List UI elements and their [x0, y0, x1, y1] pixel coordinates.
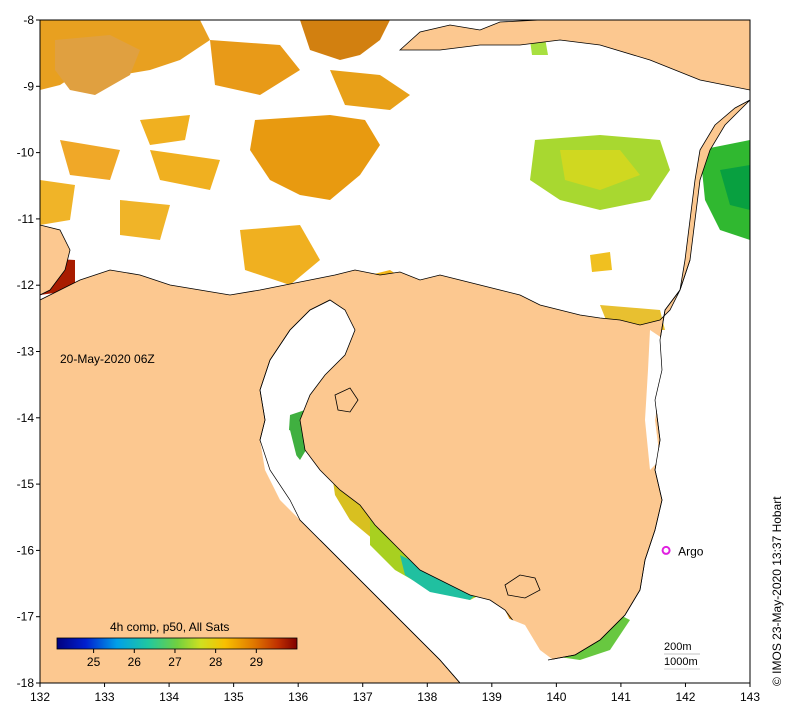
x-tick-label: 133: [95, 690, 115, 704]
colorbar-tick-label: 28: [209, 655, 223, 669]
x-axis: 132 133 134 135 136 137 138 139 140 141 142 143: [30, 683, 760, 704]
argo-marker: Argo: [661, 544, 704, 558]
x-tick-label: 135: [224, 690, 244, 704]
colorbar-tick-label: 25: [87, 655, 101, 669]
x-tick-label: 136: [288, 690, 308, 704]
coastline: [259, 259, 691, 683]
depth-200m-label: 200m: [664, 641, 692, 653]
depth-legend: 200m 1000m: [664, 641, 700, 670]
argo-marker-dot: [661, 545, 671, 555]
x-tick-label: 139: [482, 690, 502, 704]
y-axis: -8 -9 -10 -11 -12 -13 -14 -15 -16 -17 -18: [17, 13, 40, 690]
x-tick-label: 141: [611, 690, 631, 704]
y-tick-label: -13: [17, 345, 35, 359]
x-tick-label: 137: [353, 690, 373, 704]
colorbar-tick-label: 29: [250, 655, 264, 669]
credit-label: © IMOS 23-May-2020 13:37 Hobart: [770, 496, 784, 686]
colorbar-tick-label: 26: [128, 655, 142, 669]
colorbar-tick-label: 27: [168, 655, 182, 669]
y-tick-label: -14: [17, 411, 35, 425]
x-tick-label: 143: [740, 690, 760, 704]
y-tick-label: -17: [17, 610, 35, 624]
y-tick-label: -8: [23, 13, 34, 27]
sst-northeast-patches: [530, 38, 750, 330]
depth-1000m-label: 1000m: [664, 656, 698, 668]
y-tick-label: -9: [23, 79, 34, 93]
colorbar-ticks: 25 26 27 28 29: [87, 649, 263, 669]
timestamp-label: 20-May-2020 06Z: [60, 352, 155, 366]
colorbar: 4h comp, p50, All Sats 25 26 27 28 29: [56, 620, 298, 669]
x-tick-label: 134: [159, 690, 179, 704]
y-tick-label: -10: [17, 146, 35, 160]
colorbar-gradient: [56, 637, 298, 650]
y-tick-label: -16: [17, 543, 35, 557]
y-tick-label: -18: [17, 676, 35, 690]
colorbar-title: 4h comp, p50, All Sats: [110, 620, 229, 634]
x-tick-label: 140: [546, 690, 566, 704]
y-tick-label: -11: [18, 212, 35, 226]
x-tick-label: 132: [30, 690, 50, 704]
argo-label: Argo: [678, 544, 704, 558]
x-tick-label: 142: [675, 690, 695, 704]
y-tick-label: -12: [17, 278, 35, 292]
y-tick-label: -15: [17, 477, 35, 491]
x-tick-label: 138: [417, 690, 437, 704]
